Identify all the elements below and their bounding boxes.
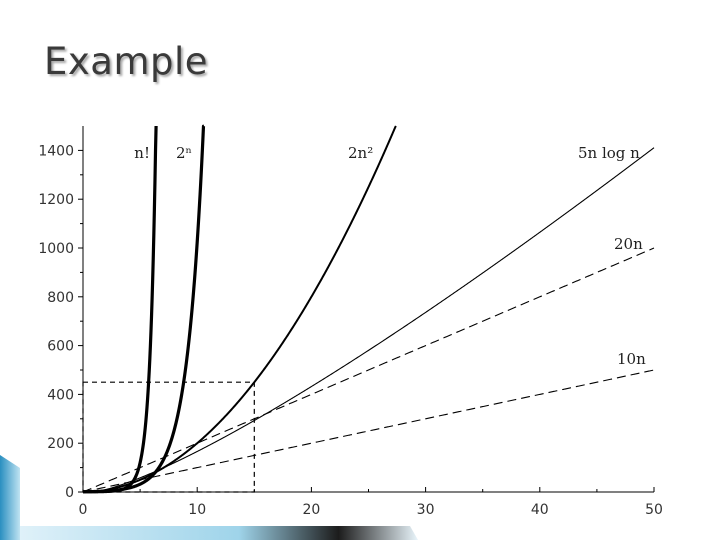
series-line-0 xyxy=(81,125,158,494)
series-line-3 xyxy=(83,147,655,493)
y-tick-label: 400 xyxy=(47,387,74,403)
series-label-2: 2n² xyxy=(348,144,373,162)
series-label-3: 5n log n xyxy=(578,144,640,162)
series-line-5 xyxy=(82,369,655,493)
axes: 0 10 20 30 40 50 0 200 400 600 800 1000 1200 1400 xyxy=(38,126,663,518)
y-tick-label: 0 xyxy=(65,485,74,501)
slide-accent-left xyxy=(0,455,20,540)
series-line-4 xyxy=(82,247,655,493)
series-label-0: n! xyxy=(134,144,150,162)
x-tick-label: 30 xyxy=(417,502,435,518)
x-tick-label: 50 xyxy=(645,502,663,518)
series-label-4: 20n xyxy=(614,235,643,253)
y-tick-label: 600 xyxy=(47,339,74,355)
x-tick-label: 10 xyxy=(188,502,206,518)
y-tick-label: 200 xyxy=(47,436,74,452)
series-label-1: 2ⁿ xyxy=(176,144,192,162)
dashed-box-annotation xyxy=(82,381,255,493)
x-tick-label: 40 xyxy=(531,502,549,518)
x-tick-label: 20 xyxy=(302,502,320,518)
dashed-box xyxy=(82,381,255,493)
y-tick-label: 1200 xyxy=(38,192,74,208)
y-tick-label: 800 xyxy=(47,290,74,306)
series-labels: n! 2ⁿ 2n² 5n log n 20n 10n xyxy=(134,144,646,368)
slide-accent-bottom xyxy=(20,526,418,540)
slide-title: Example xyxy=(44,40,209,83)
series-layer xyxy=(81,124,655,494)
series-line-2 xyxy=(82,125,397,493)
y-tick-label: 1000 xyxy=(38,241,74,257)
series-label-5: 10n xyxy=(617,350,646,368)
y-tick-label: 1400 xyxy=(38,143,74,159)
x-tick-label: 0 xyxy=(79,502,88,518)
